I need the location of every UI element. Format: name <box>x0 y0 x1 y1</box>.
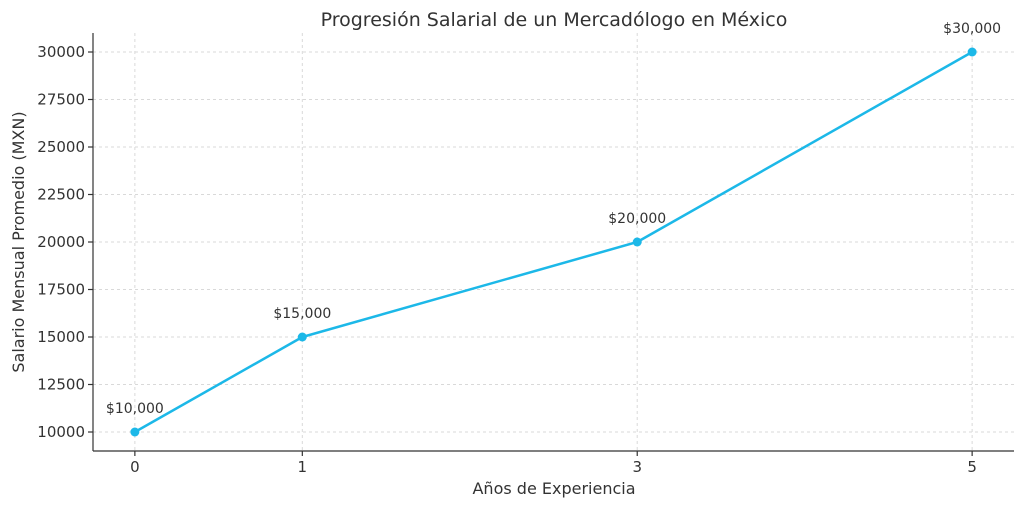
data-point <box>632 237 642 247</box>
y-tick-label: 22500 <box>37 186 85 204</box>
grid-lines <box>93 33 1014 451</box>
axis-ticks: 10000 12500 15000 17500 20000 22500 25000 27500… <box>37 43 977 476</box>
x-tick-label: 1 <box>298 458 308 476</box>
y-tick-label: 10000 <box>37 423 85 441</box>
data-value-label: $30,000 <box>943 21 1001 37</box>
y-tick-label: 15000 <box>37 328 85 346</box>
data-value-label: $10,000 <box>106 401 164 417</box>
y-tick-label: 30000 <box>37 43 85 61</box>
y-tick-label: 25000 <box>37 138 85 156</box>
data-value-label: $20,000 <box>608 211 666 227</box>
y-tick-label: 20000 <box>37 233 85 251</box>
y-axis-label: Salario Mensual Promedio (MXN) <box>9 111 28 372</box>
y-tick-label: 17500 <box>37 281 85 299</box>
x-tick-label: 3 <box>632 458 642 476</box>
series-layer: $10,000 $15,000 $20,000 $30,000 <box>106 21 1001 437</box>
y-tick-label: 12500 <box>37 376 85 394</box>
data-value-label: $15,000 <box>273 306 331 322</box>
x-axis-label: Años de Experiencia <box>472 479 635 498</box>
data-point <box>297 332 307 342</box>
y-tick-label: 27500 <box>37 91 85 109</box>
chart-title: Progresión Salarial de un Mercadólogo en… <box>321 9 788 31</box>
data-point <box>967 47 977 57</box>
x-tick-label: 0 <box>130 458 140 476</box>
x-tick-label: 5 <box>967 458 977 476</box>
salary-series-line <box>134 50 973 434</box>
data-point <box>130 427 140 437</box>
